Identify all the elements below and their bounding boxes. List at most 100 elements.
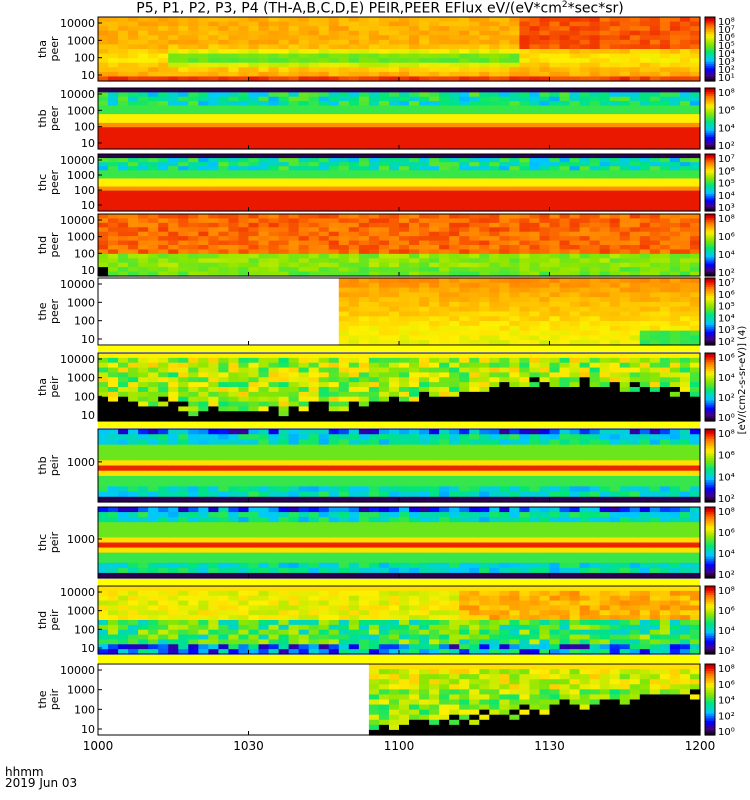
spectrogram-cell (679, 144, 691, 150)
spectrogram-cell (479, 170, 490, 175)
spectrogram-cell (348, 21, 360, 27)
spectrogram-cell (128, 178, 139, 184)
colorbar-segment (705, 180, 715, 184)
colorbar-segment (705, 42, 715, 46)
spectrogram-cell (198, 387, 209, 393)
spectrogram-cell (358, 178, 370, 184)
spectrogram-cell (559, 335, 571, 341)
spectrogram-cell (599, 406, 611, 412)
spectrogram-cell (328, 198, 340, 204)
spectrogram-cell (469, 297, 480, 303)
spectrogram-cell (599, 140, 611, 146)
spectrogram-cell (148, 377, 159, 383)
spectrogram-cell (519, 101, 531, 107)
spectrogram-cell (469, 178, 480, 184)
spectrogram-cell (308, 406, 320, 412)
spectrogram-cell (188, 58, 199, 64)
spectrogram-cell (208, 214, 219, 220)
spectrogram-cell (429, 140, 440, 146)
spectrogram-cell (679, 391, 691, 398)
spectrogram-cell (439, 362, 450, 369)
spectrogram-cell (118, 114, 129, 120)
spectrogram-cell (308, 62, 320, 68)
spectrogram-cell (168, 21, 179, 27)
spectrogram-cell (278, 105, 290, 111)
spectrogram-cell (469, 114, 480, 120)
spectrogram-cell (639, 96, 651, 102)
spectrogram-cell (539, 353, 551, 359)
spectrogram-cell (238, 127, 250, 133)
spectrogram-cell (378, 297, 390, 303)
spectrogram-cell (399, 140, 410, 146)
spectrogram-cell (388, 330, 400, 337)
spectrogram-cell (348, 62, 360, 68)
spectrogram-cell (208, 227, 219, 233)
spectrogram-cell (318, 267, 330, 273)
spectrogram-cell (378, 53, 390, 59)
spectrogram-cell (308, 357, 320, 364)
spectrogram-cell (368, 101, 380, 107)
spectrogram-cell (358, 44, 370, 50)
spectrogram-cell (689, 406, 701, 412)
spectrogram-cell (659, 325, 671, 332)
spectrogram-cell (268, 367, 280, 374)
spectrogram-cell (419, 218, 430, 224)
spectrogram-cell (669, 411, 681, 417)
spectrogram-cell (248, 127, 260, 133)
spectrogram-cell (248, 135, 260, 141)
spectrogram-cell (108, 44, 119, 50)
spectrogram-cell (509, 144, 520, 150)
spectrogram-cell (308, 249, 320, 255)
spectrogram-cell (168, 367, 179, 374)
spectrogram-cell (128, 114, 139, 120)
spectrogram-cell (509, 88, 520, 93)
spectrogram-cell (328, 401, 340, 408)
spectrogram-cell (539, 202, 551, 208)
spectrogram-cell (629, 214, 641, 220)
spectrogram-cell (198, 127, 209, 133)
spectrogram-cell (148, 71, 159, 78)
spectrogram-cell (298, 67, 310, 73)
spectrogram-cell (288, 253, 300, 259)
spectrogram-cell (108, 92, 119, 98)
spectrogram-cell (338, 353, 350, 359)
spectrogram-cell (509, 190, 520, 196)
spectrogram-cell (198, 101, 209, 107)
spectrogram-cell (549, 258, 561, 264)
spectrogram-cell (258, 382, 270, 388)
spectrogram-cell (238, 416, 250, 422)
spectrogram-cell (298, 240, 310, 246)
spectrogram-cell (679, 297, 691, 303)
colorbar-tick-label: 10⁶ (718, 232, 735, 243)
spectrogram-cell (98, 127, 109, 133)
spectrogram-cell (399, 96, 410, 102)
spectrogram-cell (429, 101, 440, 107)
spectrogram-cell (439, 96, 450, 102)
spectrogram-cell (348, 96, 360, 102)
spectrogram-cell (338, 44, 350, 50)
spectrogram-cell (388, 396, 400, 403)
spectrogram-cell (459, 236, 470, 242)
spectrogram-cell (499, 44, 510, 50)
spectrogram-cell (679, 202, 691, 208)
spectrogram-cell (499, 21, 510, 27)
spectrogram-cell (649, 105, 661, 111)
spectrogram-cell (569, 186, 581, 192)
spectrogram-cell (479, 76, 490, 82)
spectrogram-cell (238, 105, 250, 111)
spectrogram-cell (689, 240, 701, 246)
spectrogram-cell (358, 39, 370, 46)
spectrogram-cell (308, 231, 320, 237)
spectrogram-cell (399, 406, 410, 412)
spectrogram-cell (308, 391, 320, 398)
spectrogram-cell (589, 118, 601, 124)
spectrogram-cell (549, 144, 561, 150)
spectrogram-cell (549, 53, 561, 59)
spectrogram-cell (288, 118, 300, 124)
spectrogram-cell (158, 231, 169, 237)
spectrogram-cell (298, 88, 310, 93)
spectrogram-cell (158, 44, 169, 50)
spectrogram-cell (218, 249, 230, 255)
spectrogram-cell (589, 325, 601, 332)
spectrogram-cell (479, 53, 490, 59)
